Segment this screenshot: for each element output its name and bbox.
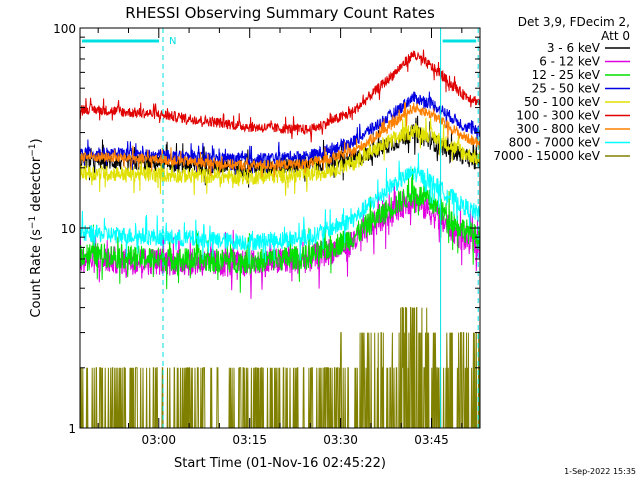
series-layer <box>80 49 480 428</box>
series-line-300-800-kev <box>80 102 480 178</box>
y-tick-label: 10 <box>61 222 76 236</box>
chart-title: RHESSI Observing Summary Count Rates <box>125 4 435 22</box>
legend-entry-label: 6 - 12 keV <box>539 55 601 69</box>
axis-layer: 1 10 100 03:00 03:15 03:30 03:45 <box>53 22 480 447</box>
legend-entry-label: 12 - 25 keV <box>532 68 601 82</box>
x-tick-label: 03:00 <box>141 433 176 447</box>
y-axis-label: Count Rate (s−1 detector−1) <box>28 138 44 317</box>
night-marker-layer: N <box>82 28 479 428</box>
x-axis-label: Start Time (01-Nov-16 02:45:22) <box>174 456 386 471</box>
x-tick-label: 03:30 <box>323 433 358 447</box>
y-axis-label-part: Count Rate (s <box>29 229 44 318</box>
legend-entry-label: 7000 - 15000 keV <box>493 149 600 163</box>
legend-entry-label: 25 - 50 keV <box>532 82 601 96</box>
legend-entry-label: 3 - 6 keV <box>547 41 601 55</box>
series-line-800-7000-kev <box>80 152 480 265</box>
legend-entry-label: 800 - 7000 keV <box>509 136 601 150</box>
legend-entry-label: 100 - 300 keV <box>516 109 600 123</box>
series-line-12-25-kev <box>80 168 480 293</box>
series-line-50-100-kev <box>80 113 480 196</box>
legend-entry-label: 300 - 800 keV <box>516 122 600 136</box>
legend-header-line: Att 0 <box>601 29 630 43</box>
night-marker-label: N <box>169 36 176 47</box>
y-axis-label-exponent: −1 <box>28 216 38 229</box>
y-axis-label-part: detector <box>29 156 44 216</box>
y-tick-label: 1 <box>68 422 76 436</box>
x-tick-label: 03:45 <box>414 433 449 447</box>
legend-header-line: Det 3,9, FDecim 2, <box>518 15 630 29</box>
timestamp: 1-Sep-2022 15:35 <box>564 467 636 476</box>
series-line-7000-15000-kev <box>80 307 480 428</box>
y-axis-label-exponent: −1 <box>28 143 38 156</box>
legend-entry-label: 50 - 100 keV <box>524 95 601 109</box>
y-tick-label: 100 <box>53 22 76 36</box>
x-tick-label: 03:15 <box>232 433 267 447</box>
y-axis-label-part: ) <box>29 138 44 143</box>
series-line-100-300-kev <box>80 49 480 143</box>
